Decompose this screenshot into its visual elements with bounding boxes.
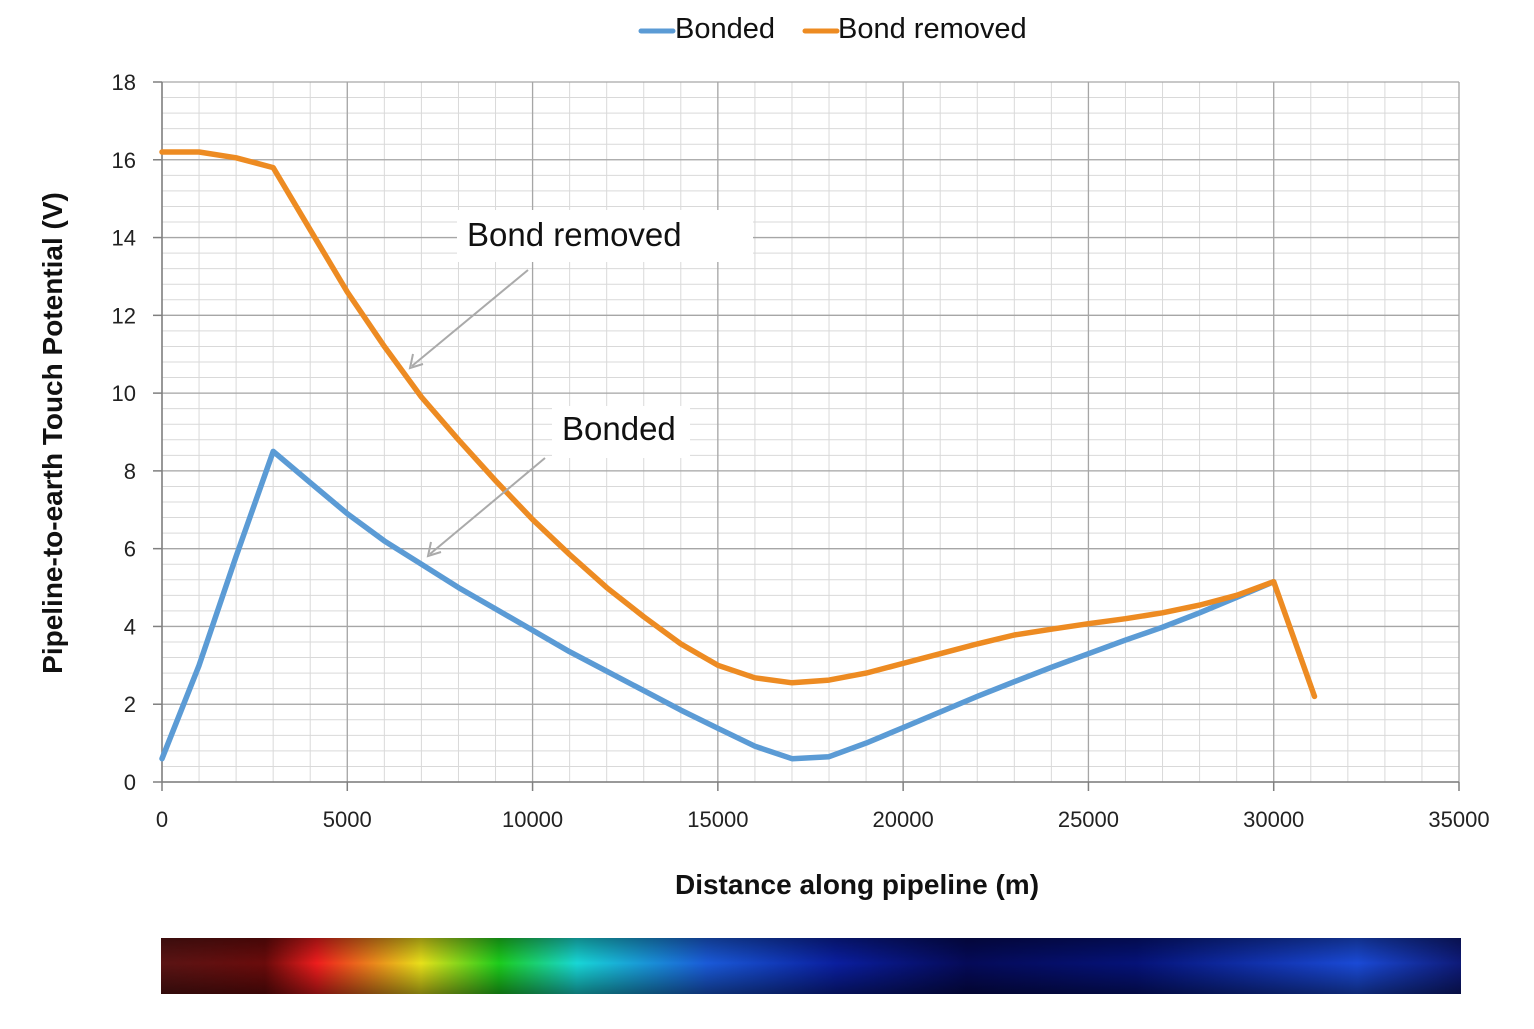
y-tick-label: 16	[112, 148, 136, 173]
series-line-bond-removed	[159, 149, 1318, 700]
x-tick-label: 15000	[687, 807, 748, 832]
colorbar	[161, 938, 1461, 994]
annotation-arrowhead-bond-removed	[408, 353, 424, 370]
y-tick-label: 8	[124, 459, 136, 484]
x-tick-label: 30000	[1243, 807, 1304, 832]
series-line-bonded	[159, 448, 1277, 762]
y-tick-label: 6	[124, 537, 136, 562]
y-tick-label: 10	[112, 381, 136, 406]
legend: Bonded Bond removed	[638, 13, 1027, 45]
y-axis-title: Pipeline-to-earth Touch Potential (V)	[37, 192, 68, 674]
plot-background	[162, 82, 1459, 782]
x-tick-label: 35000	[1428, 807, 1489, 832]
annotation-arrowhead-bonded	[426, 541, 442, 558]
legend-label-bond-removed: Bond removed	[838, 13, 1027, 45]
annotation-label-bonded: Bonded	[562, 410, 676, 447]
y-tick-label: 14	[112, 226, 136, 251]
x-tick-label: 25000	[1058, 807, 1119, 832]
y-tick-label: 0	[124, 770, 136, 795]
annotations: Bond removed Bonded	[408, 210, 753, 558]
x-tick-label: 5000	[323, 807, 372, 832]
x-tick-label: 10000	[502, 807, 563, 832]
annotation-box-bonded	[552, 406, 690, 458]
axes	[153, 81, 1460, 791]
y-tick-label: 2	[124, 692, 136, 717]
x-axis-title: Distance along pipeline (m)	[675, 869, 1039, 900]
annotation-arrow-bonded	[429, 457, 546, 555]
series-lines	[159, 149, 1318, 762]
annotation-arrow-bond-removed	[411, 269, 529, 367]
y-tick-label: 12	[112, 303, 136, 328]
y-tick-labels: 0 2 4 6 8 10 12 14 16 18	[112, 70, 136, 795]
annotation-box-bond-removed	[457, 210, 753, 262]
colorbar-shading	[161, 938, 1461, 994]
x-tick-labels: 0 5000 10000 15000 20000 25000 30000 35000	[156, 807, 1490, 832]
annotation-label-bond-removed: Bond removed	[467, 216, 682, 253]
x-tick-label: 20000	[873, 807, 934, 832]
y-tick-label: 18	[112, 70, 136, 95]
x-tick-label: 0	[156, 807, 168, 832]
y-tick-label: 4	[124, 614, 136, 639]
legend-label-bonded: Bonded	[675, 13, 775, 45]
plot-area	[153, 81, 1460, 791]
